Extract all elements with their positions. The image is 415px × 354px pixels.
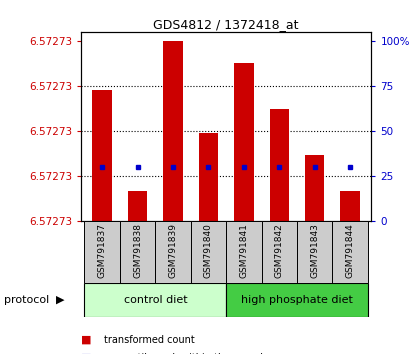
- Text: ■: ■: [81, 353, 91, 354]
- Bar: [332, 221, 368, 283]
- Bar: [297, 221, 332, 283]
- Bar: [93, 90, 112, 221]
- Text: GSM791841: GSM791841: [239, 223, 249, 279]
- Text: GSM791842: GSM791842: [275, 224, 284, 278]
- Bar: [226, 283, 368, 317]
- Bar: [120, 221, 155, 283]
- Text: high phosphate diet: high phosphate diet: [241, 295, 353, 305]
- Text: GSM791843: GSM791843: [310, 223, 319, 279]
- Bar: [85, 283, 226, 317]
- Text: GSM791837: GSM791837: [98, 223, 107, 279]
- Text: protocol: protocol: [4, 295, 49, 305]
- Bar: [163, 41, 183, 221]
- Bar: [340, 190, 360, 221]
- Bar: [234, 63, 254, 221]
- Text: transformed count: transformed count: [104, 335, 195, 345]
- Text: percentile rank within the sample: percentile rank within the sample: [104, 353, 269, 354]
- Bar: [85, 221, 120, 283]
- Bar: [261, 221, 297, 283]
- Bar: [226, 221, 261, 283]
- Text: GSM791840: GSM791840: [204, 223, 213, 279]
- Bar: [270, 109, 289, 221]
- Text: ■: ■: [81, 335, 91, 345]
- Bar: [191, 221, 226, 283]
- Text: GSM791838: GSM791838: [133, 223, 142, 279]
- Text: GSM791839: GSM791839: [168, 223, 178, 279]
- Text: GSM791844: GSM791844: [346, 224, 355, 278]
- Bar: [155, 221, 191, 283]
- Text: control diet: control diet: [124, 295, 187, 305]
- Title: GDS4812 / 1372418_at: GDS4812 / 1372418_at: [154, 18, 299, 31]
- Bar: [128, 190, 147, 221]
- Bar: [199, 133, 218, 221]
- Text: ▶: ▶: [56, 295, 64, 305]
- Bar: [305, 154, 325, 221]
